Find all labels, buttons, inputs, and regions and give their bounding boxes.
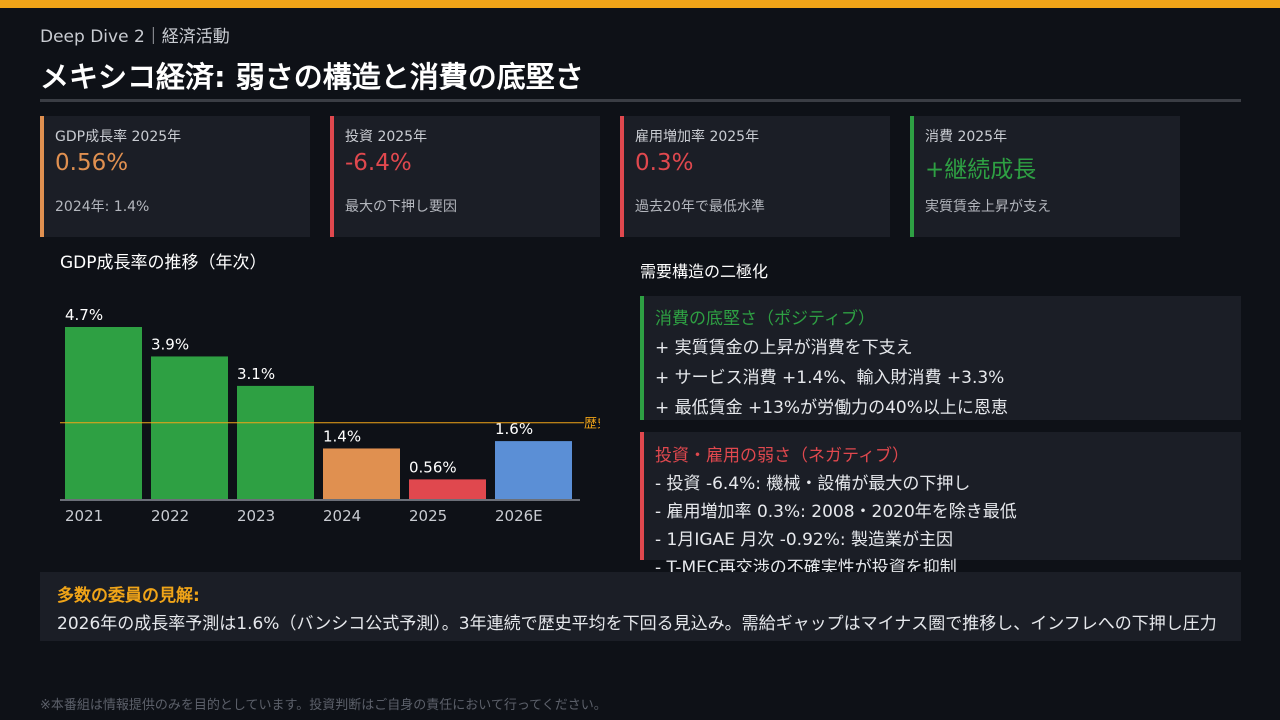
tick-label-2025: 2025 — [409, 507, 447, 525]
data-label-2025: 0.56% — [409, 458, 457, 476]
data-label-2024: 1.4% — [323, 427, 361, 445]
kpi-label: 消費 2025年 — [925, 129, 1008, 145]
kpi-subtext: 過去20年で最低水準 — [635, 199, 765, 215]
committee-view-box: 多数の委員の見解: 2026年の成長率予測は1.6%（バンシコ公式予測）。3年連… — [40, 572, 1241, 641]
data-label-2021: 4.7% — [65, 306, 103, 324]
negative-heading: 投資・雇用の弱さ（ネガティブ） — [655, 446, 909, 466]
kpi-subtext: 実質賃金上昇が支え — [925, 199, 1051, 215]
kpi-card-employment: 雇用増加率 2025年 0.3% 過去20年で最低水準 — [620, 116, 890, 237]
bar-2025 — [409, 479, 486, 500]
chart-title: GDP成長率の推移（年次） — [60, 253, 267, 273]
positive-factors-box: 消費の底堅さ（ポジティブ） + 実質賃金の上昇が消費を下支え + サービス消費 … — [640, 296, 1241, 420]
top-accent-bar — [0, 0, 1280, 8]
kpi-card-gdp: GDP成長率 2025年 0.56% 2024年: 1.4% — [40, 116, 310, 237]
kpi-value: -6.4% — [345, 150, 412, 176]
bar-2022 — [151, 356, 228, 500]
positive-line: + 最低賃金 +13%が労働力の40%以上に恩恵 — [655, 398, 1008, 418]
negative-line: - 投資 -6.4%: 機械・設備が最大の下押し — [655, 474, 971, 494]
tick-label-2021: 2021 — [65, 507, 103, 525]
tick-label-2026E: 2026E — [495, 507, 543, 525]
reference-line-label: 歴史平均 2.1% — [584, 417, 600, 432]
kpi-value: 0.3% — [635, 150, 694, 176]
negative-factors-box: 投資・雇用の弱さ（ネガティブ） - 投資 -6.4%: 機械・設備が最大の下押し… — [640, 432, 1241, 578]
tick-label-2024: 2024 — [323, 507, 361, 525]
kpi-label: GDP成長率 2025年 — [55, 129, 182, 145]
tick-label-2023: 2023 — [237, 507, 275, 525]
data-label-2023: 3.1% — [237, 365, 275, 383]
data-label-2022: 3.9% — [151, 335, 189, 353]
committee-view-heading: 多数の委員の見解: — [57, 586, 200, 606]
kpi-value: 0.56% — [55, 150, 129, 176]
kpi-subtext: 2024年: 1.4% — [55, 199, 150, 215]
data-label-2026E: 1.6% — [495, 420, 533, 438]
committee-view-text: 2026年の成長率予測は1.6%（バンシコ公式予測）。3年連続で歴史平均を下回る… — [57, 614, 1217, 634]
kpi-card-investment: 投資 2025年 -6.4% 最大の下押し要因 — [330, 116, 600, 237]
bar-2026E — [495, 441, 572, 500]
disclaimer-footer: ※本番組は情報提供のみを目的としています。投資判断はご自身の責任において行ってく… — [40, 698, 607, 713]
tick-label-2022: 2022 — [151, 507, 189, 525]
kpi-value: +継続成長 — [925, 157, 1037, 183]
title-divider — [40, 99, 1241, 102]
gdp-bar-chart: 4.7% 2021 3.9% 2022 3.1% 2023 1.4% 2024 0.56% 202… — [60, 306, 600, 525]
kpi-label: 投資 2025年 — [345, 129, 428, 145]
bar-2021 — [65, 327, 142, 500]
bar-2024 — [323, 448, 400, 500]
panel-title: 需要構造の二極化 — [640, 262, 769, 281]
kpi-subtext: 最大の下押し要因 — [345, 199, 457, 215]
positive-line: + 実質賃金の上昇が消費を下支え — [655, 338, 913, 358]
section-eyebrow: Deep Dive 2｜経済活動 — [40, 27, 230, 47]
negative-line: - 1月IGAE 月次 -0.92%: 製造業が主因 — [655, 530, 953, 550]
negative-line: - 雇用増加率 0.3%: 2008・2020年を除き最低 — [655, 502, 1017, 522]
page-title: メキシコ経済: 弱さの構造と消費の底堅さ — [40, 60, 584, 94]
bar-2023 — [237, 385, 314, 500]
positive-line: + サービス消費 +1.4%、輸入財消費 +3.3% — [655, 368, 1005, 388]
kpi-label: 雇用増加率 2025年 — [635, 129, 760, 145]
positive-heading: 消費の底堅さ（ポジティブ） — [655, 309, 875, 329]
kpi-card-consumption: 消費 2025年 +継続成長 実質賃金上昇が支え — [910, 116, 1180, 237]
